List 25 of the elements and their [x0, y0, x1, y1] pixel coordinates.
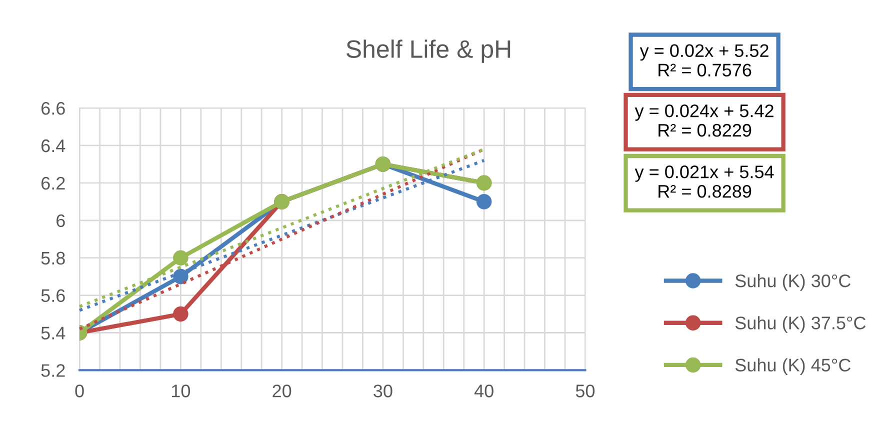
y-tick-label: 5.2 [41, 364, 65, 377]
y-tick-label: 5.4 [41, 326, 66, 340]
x-tick-label: 10 [172, 384, 190, 398]
y-tick-label: 5.8 [41, 252, 65, 265]
text: y = 0.021x + 5.54 R² = 0.8289 [634, 166, 774, 198]
point [476, 194, 492, 210]
legend-label: Suhu (K) 37.5°C [735, 316, 866, 333]
y-tick-label: 6.4 [41, 139, 66, 152]
y-tick-label: 6 [56, 214, 65, 228]
x-tick-label: 0 [75, 384, 84, 398]
point [173, 268, 188, 284]
x-tick-label: 50 [576, 384, 595, 398]
text: y = 0.02x + 5.52 R² = 0.7576 [640, 44, 768, 76]
x-tick-label: 40 [474, 384, 494, 398]
x-tick-label: 20 [272, 384, 292, 398]
chart-title: Shelf Life & pH [346, 40, 510, 63]
text: y = 0.024x + 5.42 R² = 0.8229 [634, 104, 774, 137]
y-tick-label: 6.6 [41, 102, 65, 115]
point [173, 306, 188, 322]
y-tick-label: 6.2 [41, 176, 65, 190]
y-tick-label: 5.6 [41, 289, 65, 302]
point [173, 250, 188, 266]
legend-label: Suhu (K) 45°C [735, 358, 851, 376]
x-tick-label: 30 [374, 384, 392, 398]
legend-label: Suhu (K) 30°C [735, 274, 851, 291]
